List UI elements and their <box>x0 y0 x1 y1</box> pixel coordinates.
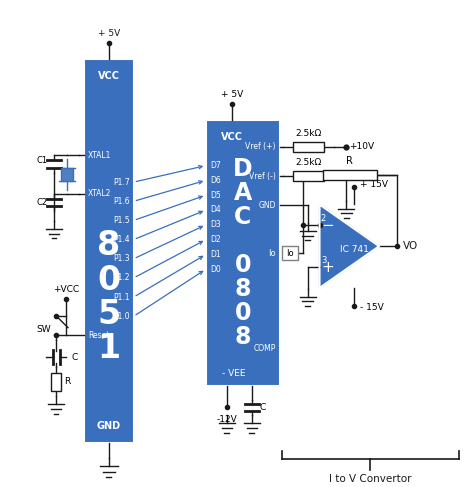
Text: P1.4: P1.4 <box>113 235 129 244</box>
Text: C2: C2 <box>36 198 48 207</box>
Text: +VCC: +VCC <box>53 285 79 294</box>
Text: P1.6: P1.6 <box>113 197 129 206</box>
Bar <box>51 373 61 391</box>
Text: Vref (-): Vref (-) <box>249 171 276 181</box>
Text: D1: D1 <box>210 250 221 259</box>
Text: 4: 4 <box>355 279 360 288</box>
Text: P1.7: P1.7 <box>113 178 129 187</box>
Text: −: − <box>321 218 334 233</box>
Text: - VEE: - VEE <box>222 369 246 378</box>
Text: + 5V: + 5V <box>98 29 120 38</box>
Text: + 15V: + 15V <box>360 180 388 189</box>
Text: VO: VO <box>403 241 418 251</box>
Text: XTAL1: XTAL1 <box>88 151 111 160</box>
Text: XTAL2: XTAL2 <box>88 189 111 198</box>
Text: C: C <box>260 403 266 412</box>
Text: C1: C1 <box>36 156 48 165</box>
Text: GND: GND <box>97 421 121 431</box>
Bar <box>323 170 377 180</box>
Text: 3: 3 <box>321 256 326 265</box>
Text: 2.5kΩ: 2.5kΩ <box>295 129 322 138</box>
Text: 2: 2 <box>321 214 326 223</box>
Text: D2: D2 <box>210 235 221 244</box>
Text: - 15V: - 15V <box>360 303 384 312</box>
Text: 8
0
5
1: 8 0 5 1 <box>97 229 120 365</box>
Text: VCC: VCC <box>221 132 243 142</box>
Text: D3: D3 <box>210 220 221 229</box>
Text: P1.2: P1.2 <box>113 274 129 282</box>
Text: D5: D5 <box>210 190 221 200</box>
Text: VCC: VCC <box>98 71 120 81</box>
Text: Vref (+): Vref (+) <box>245 142 276 151</box>
Text: D4: D4 <box>210 206 221 214</box>
Text: IC 741: IC 741 <box>340 244 369 254</box>
Bar <box>61 168 73 181</box>
Text: +: + <box>321 260 334 275</box>
Text: D6: D6 <box>210 176 221 185</box>
Text: 6: 6 <box>373 237 378 246</box>
Text: D
A
C
 
0
8
0
8: D A C 0 8 0 8 <box>233 157 253 349</box>
Bar <box>206 120 280 386</box>
Bar <box>282 246 298 260</box>
Text: SW: SW <box>36 325 51 334</box>
Polygon shape <box>319 205 379 288</box>
Text: +10V: +10V <box>349 142 374 151</box>
Bar <box>293 142 324 152</box>
Text: C: C <box>72 353 78 362</box>
Text: 7: 7 <box>355 205 360 214</box>
Text: D7: D7 <box>210 161 221 170</box>
Text: D0: D0 <box>210 264 221 274</box>
Text: R: R <box>346 156 353 166</box>
Text: R: R <box>64 377 70 386</box>
Bar <box>293 171 324 181</box>
Text: Io: Io <box>286 248 293 258</box>
Text: + 5V: + 5V <box>221 90 243 99</box>
Text: P1.1: P1.1 <box>113 293 129 301</box>
Text: P1.0: P1.0 <box>113 312 129 321</box>
Text: -12V: -12V <box>217 415 237 424</box>
Text: I to V Convertor: I to V Convertor <box>329 474 411 485</box>
Text: GND: GND <box>258 201 276 210</box>
Text: P1.5: P1.5 <box>113 216 129 225</box>
Text: COMP: COMP <box>254 344 276 353</box>
Text: P1.3: P1.3 <box>113 254 129 263</box>
Text: 2.5kΩ: 2.5kΩ <box>295 158 322 167</box>
Text: Reset: Reset <box>88 331 109 340</box>
Text: Io: Io <box>268 248 276 258</box>
Bar <box>84 59 134 443</box>
